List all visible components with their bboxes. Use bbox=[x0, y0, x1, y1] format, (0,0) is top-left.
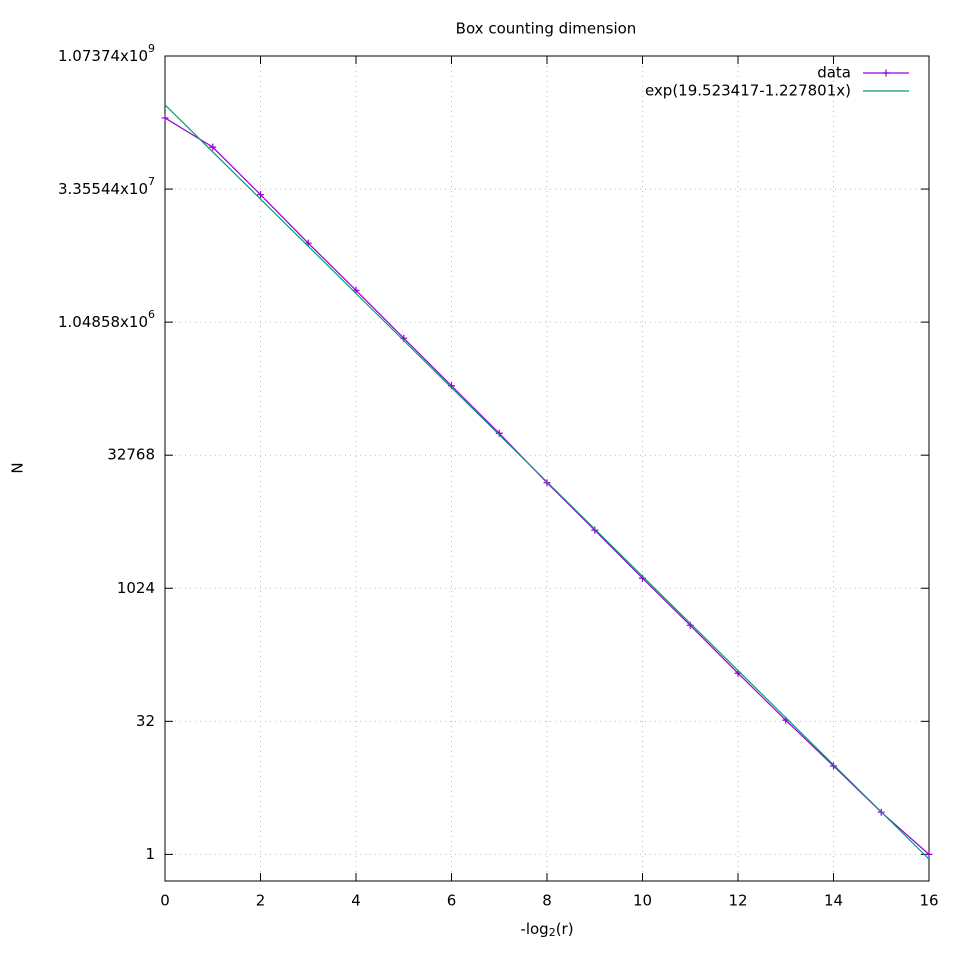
x-tick-label: 4 bbox=[351, 892, 361, 910]
y-tick-label: 3.35544x107 bbox=[58, 175, 155, 198]
x-tick-label: 10 bbox=[633, 892, 652, 910]
y-tick-label: 1.04858x106 bbox=[58, 308, 155, 331]
plot-border bbox=[164, 55, 930, 882]
x-tick-label: 0 bbox=[160, 892, 170, 910]
chart-title: Box counting dimension bbox=[456, 20, 637, 38]
data-point bbox=[591, 526, 599, 534]
y-tick-label: 1024 bbox=[117, 579, 155, 597]
data-point bbox=[925, 850, 933, 858]
data-point bbox=[830, 762, 837, 770]
y-tick-label: 1 bbox=[145, 845, 155, 863]
y-axis-label: N bbox=[9, 462, 27, 473]
legend-label: data bbox=[817, 64, 851, 82]
x-tick-label: 2 bbox=[256, 892, 266, 910]
x-axis-label: -log2(r) bbox=[520, 920, 573, 940]
x-tick-label: 16 bbox=[919, 892, 938, 910]
y-tick-label: 1.07374x109 bbox=[58, 42, 155, 65]
data-point bbox=[257, 191, 264, 199]
data-point bbox=[161, 114, 169, 122]
x-tick-label: 12 bbox=[728, 892, 747, 910]
y-tick-label: 32 bbox=[136, 712, 155, 730]
legend-marker bbox=[882, 69, 890, 77]
x-tick-label: 8 bbox=[542, 892, 552, 910]
x-tick-label: 14 bbox=[824, 892, 843, 910]
data-point bbox=[209, 143, 217, 151]
y-tick-label: 32768 bbox=[107, 446, 155, 464]
x-tick-label: 6 bbox=[447, 892, 457, 910]
legend-label: exp(19.523417-1.227801x) bbox=[645, 82, 851, 100]
series-line bbox=[164, 104, 930, 860]
